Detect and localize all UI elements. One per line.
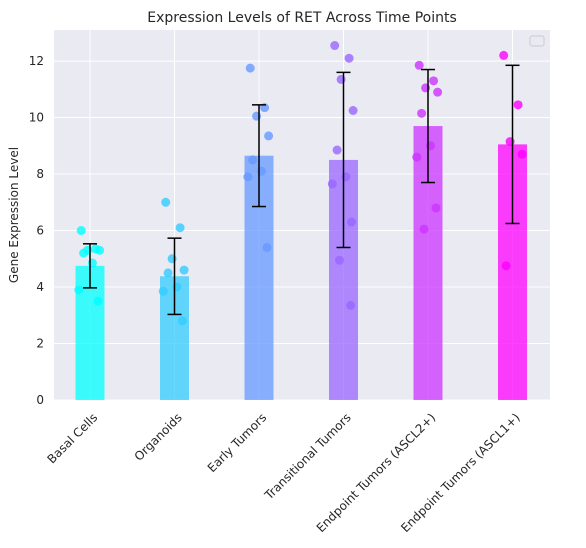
- data-point: [433, 87, 443, 97]
- data-point: [161, 197, 171, 207]
- y-tick-label: 2: [36, 337, 44, 351]
- data-point: [419, 224, 429, 234]
- y-tick-label: 10: [29, 111, 44, 125]
- data-point: [245, 63, 255, 73]
- data-point: [163, 268, 173, 278]
- data-point: [344, 53, 354, 63]
- data-point: [513, 100, 523, 110]
- data-point: [431, 203, 441, 213]
- data-point: [327, 179, 337, 189]
- data-point: [264, 131, 274, 141]
- data-point: [243, 172, 253, 182]
- x-tick-label: Organoids: [132, 410, 185, 463]
- data-point: [335, 255, 344, 265]
- legend-box: [529, 35, 545, 47]
- x-tick-label: Basal Cells: [44, 410, 100, 466]
- data-point: [248, 155, 258, 165]
- data-point: [348, 105, 358, 115]
- y-ticks: 0 2 4 6 8 10 12: [29, 54, 44, 407]
- data-point: [412, 152, 422, 162]
- y-tick-label: 4: [36, 280, 44, 294]
- data-point: [347, 217, 356, 227]
- chart-title: Expression Levels of RET Across Time Poi…: [147, 10, 457, 26]
- data-point: [79, 248, 89, 258]
- data-point: [93, 296, 103, 306]
- points: [74, 41, 527, 326]
- data-point: [76, 226, 86, 236]
- data-point: [330, 41, 340, 51]
- data-point: [414, 60, 424, 70]
- data-point: [158, 286, 168, 296]
- data-point: [517, 149, 527, 159]
- plot-area: [54, 30, 550, 400]
- y-axis-label: Gene Expression Level: [7, 147, 21, 283]
- y-tick-label: 8: [36, 167, 44, 181]
- data-point: [95, 245, 105, 255]
- data-point: [501, 261, 511, 271]
- data-point: [332, 145, 342, 155]
- data-point: [346, 300, 356, 310]
- data-point: [262, 242, 272, 252]
- y-tick-label: 0: [36, 393, 44, 407]
- data-point: [429, 76, 439, 86]
- data-point: [74, 285, 84, 295]
- data-point: [417, 108, 427, 118]
- error-bars: [83, 64, 520, 316]
- y-tick-label: 12: [29, 54, 44, 68]
- y-tick-label: 6: [36, 224, 44, 238]
- data-point: [179, 265, 189, 275]
- x-ticks: Basal Cells Organoids Early TumorsTransiti…: [44, 410, 522, 535]
- data-point: [499, 50, 509, 60]
- x-tick-label: Early Tumors: [205, 410, 270, 475]
- data-point: [178, 316, 187, 326]
- data-point: [175, 223, 185, 233]
- x-tick-label: Transitional Tumors: [261, 410, 354, 503]
